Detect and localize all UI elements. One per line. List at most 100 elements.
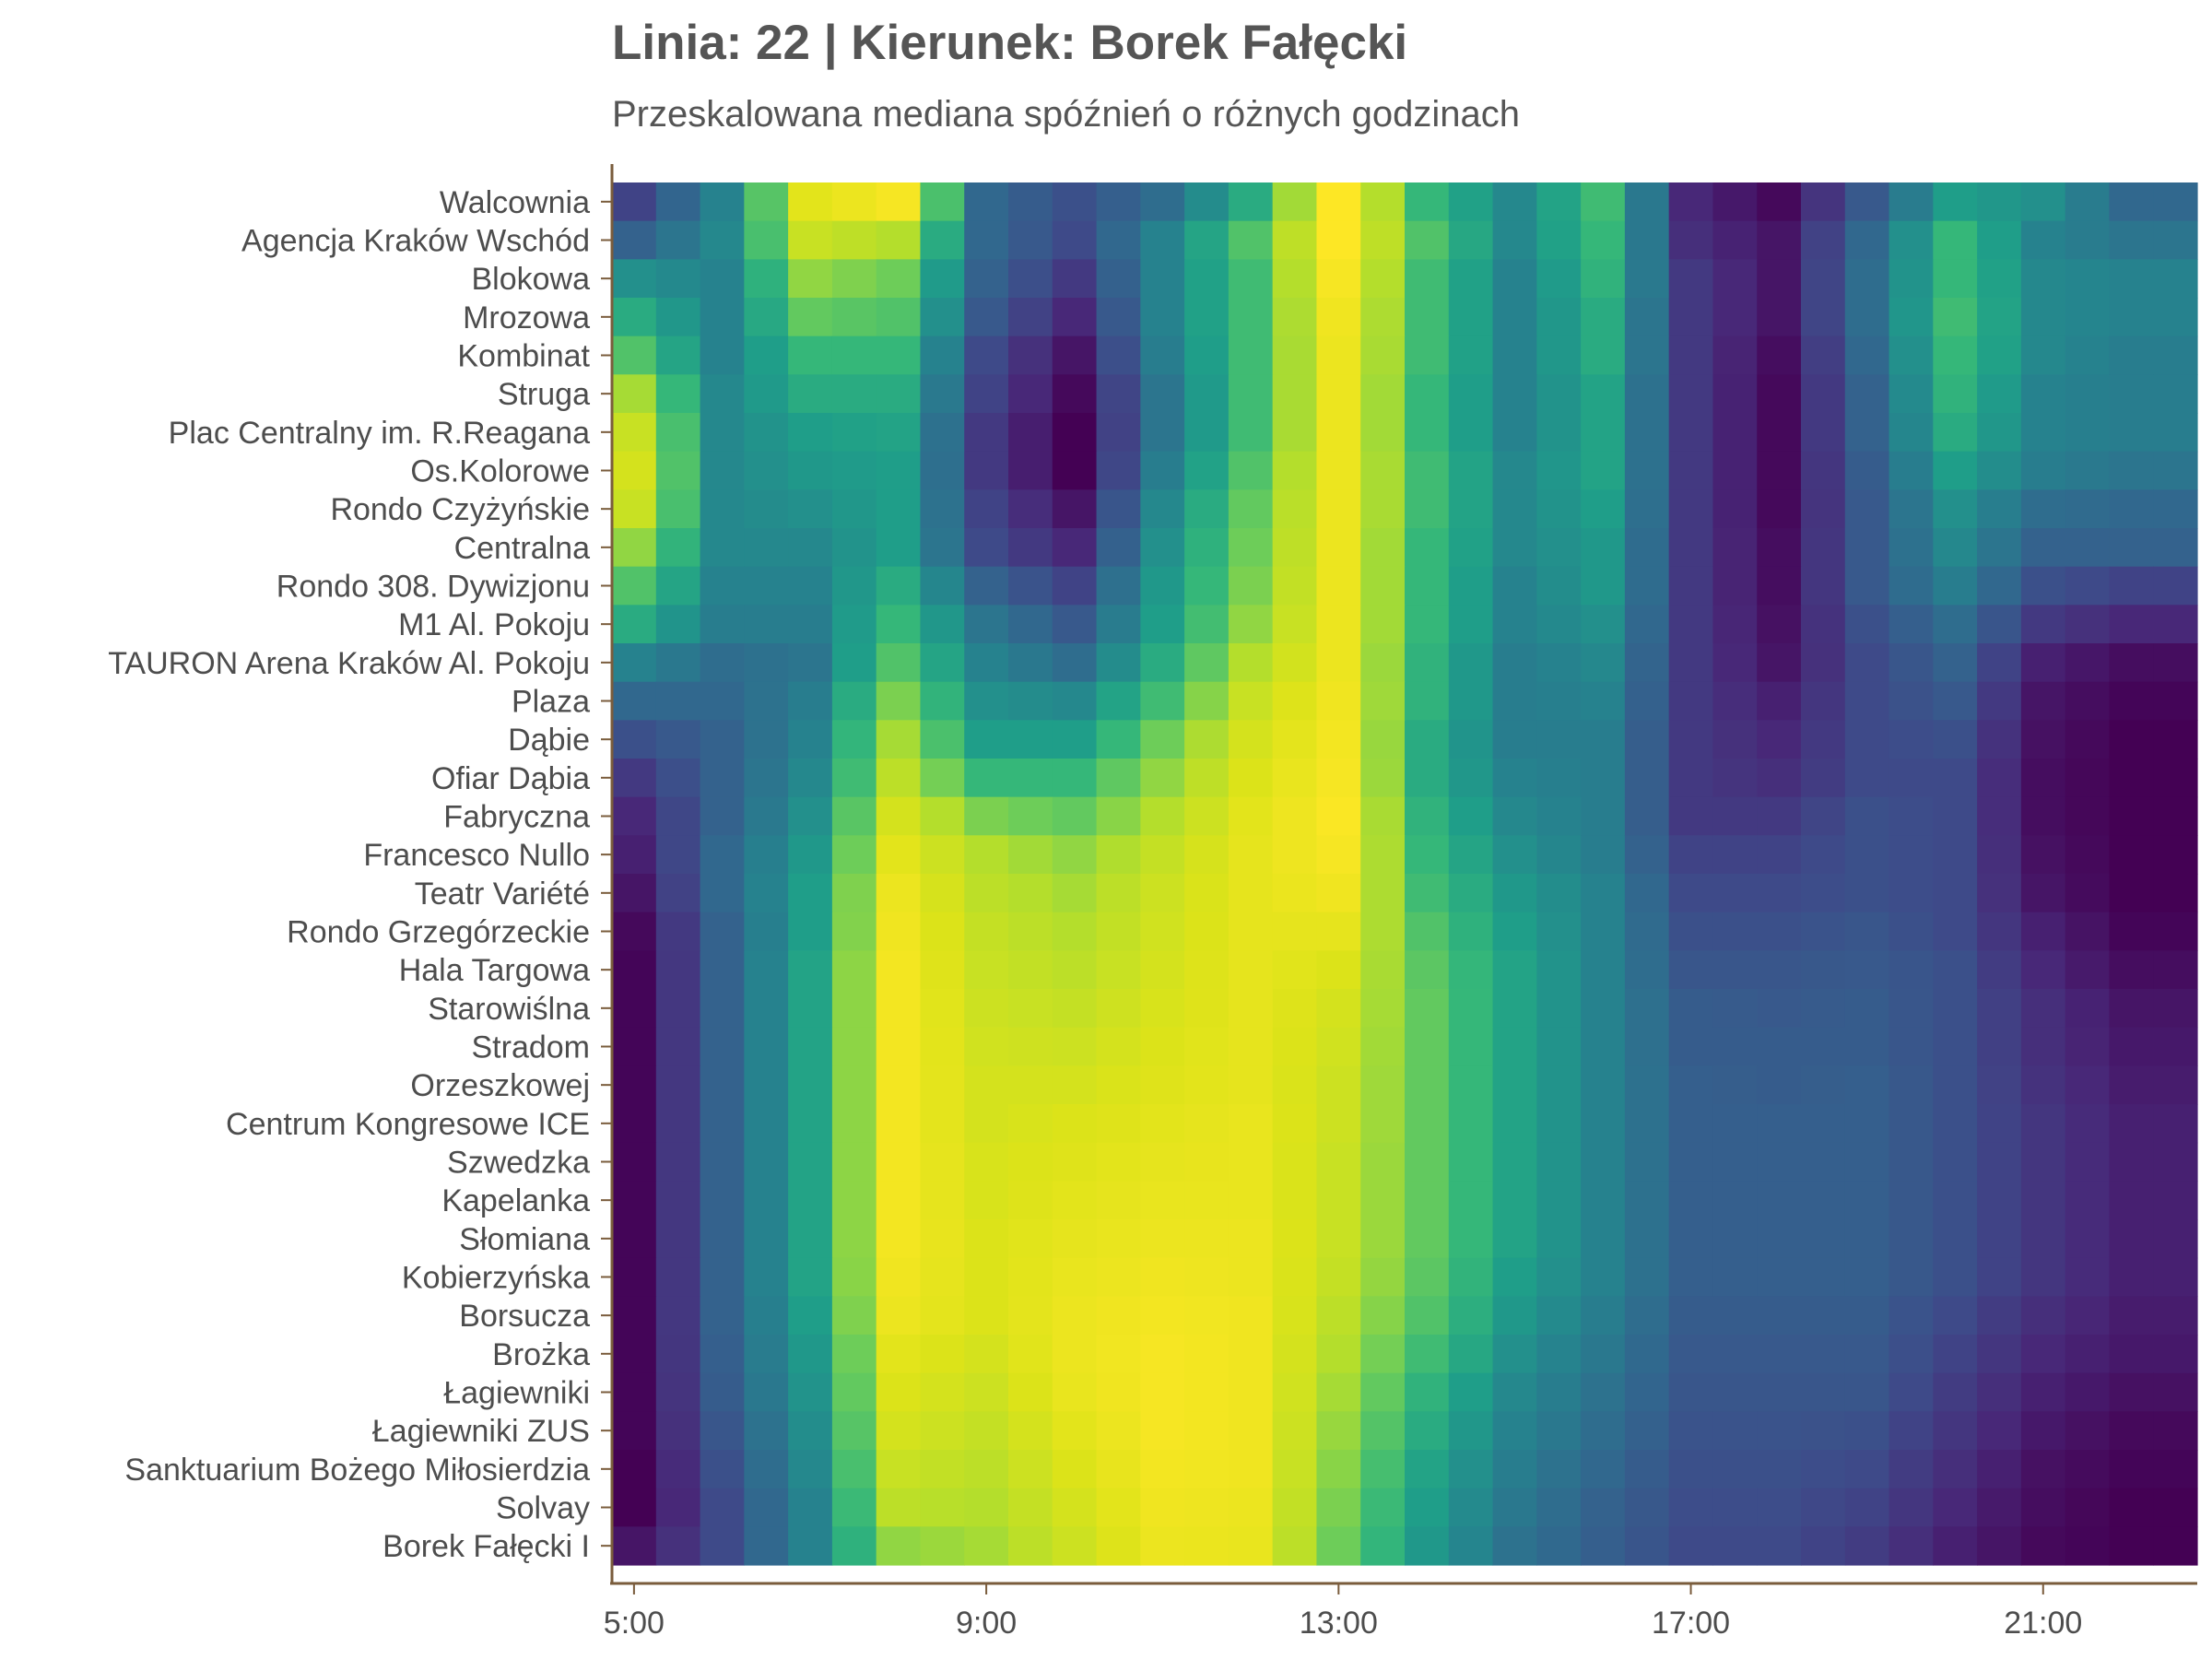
heatmap-cell [612,374,657,414]
heatmap-cell [1140,451,1185,490]
heatmap-cell [1801,950,1846,990]
heatmap-cell [744,566,789,606]
heatmap-cell [1228,182,1274,222]
heatmap-cell [1052,643,1098,683]
heatmap-cell [1801,1411,1846,1451]
heatmap-cell [1316,1104,1361,1144]
heatmap-cell [1536,1257,1582,1297]
heatmap-cell [1492,605,1537,644]
heatmap-cell [1888,1450,1934,1489]
heatmap-cell [964,374,1009,414]
heatmap-cell [1844,1411,1890,1451]
heatmap-cell [1888,374,1934,414]
heatmap-cell [1140,643,1185,683]
heatmap-cell [2065,643,2111,683]
heatmap-cell [1228,220,1274,260]
heatmap-cell [788,1104,833,1144]
heatmap-cell [1052,220,1098,260]
heatmap-cell [612,220,657,260]
heatmap-cell [1228,989,1274,1029]
heatmap-cell [2153,489,2198,529]
heatmap-cell [2065,182,2111,222]
heatmap-cell [1844,182,1890,222]
heatmap-cell [1888,489,1934,529]
heatmap-cell [831,1104,877,1144]
heatmap-cell [1712,1181,1758,1220]
heatmap-cell [1448,1335,1494,1374]
heatmap-cell [1757,1488,1802,1527]
heatmap-cell [964,1027,1009,1066]
heatmap-cell [1184,643,1230,683]
heatmap-cell [1712,451,1758,490]
heatmap-cell [1536,720,1582,759]
heatmap-cell [964,720,1009,759]
heatmap-cell [831,1181,877,1220]
heatmap-cell [1492,1181,1537,1220]
heatmap-cell [1052,528,1098,568]
heatmap-cell [1757,874,1802,913]
heatmap-cell [964,1296,1009,1335]
heatmap-cell [876,528,922,568]
heatmap-cell [744,489,789,529]
heatmap-cell [1712,605,1758,644]
heatmap-cell [1712,1526,1758,1566]
heatmap-cell [1977,681,2022,721]
heatmap-cell [1316,835,1361,875]
heatmap-cell [831,720,877,759]
heatmap-cell [831,374,877,414]
heatmap-cell [1624,1372,1670,1412]
heatmap-cell [2020,335,2066,375]
heatmap-cell [1536,605,1582,644]
heatmap-cell [1140,950,1185,990]
heatmap-cell [1801,759,1846,798]
heatmap-cell [1272,989,1318,1029]
heatmap-cell [1888,912,1934,951]
heatmap-cell [1844,1526,1890,1566]
heatmap-cell [1096,681,1141,721]
heatmap-cell [655,1104,701,1144]
heatmap-cell [1712,374,1758,414]
heatmap-cell [1184,759,1230,798]
heatmap-cell [1405,989,1450,1029]
heatmap-cell [1448,220,1494,260]
heatmap-cell [1712,1257,1758,1297]
heatmap-cell [1360,182,1406,222]
heatmap-cell [1184,912,1230,951]
heatmap-cell [1801,374,1846,414]
heatmap-cell [1360,1335,1406,1374]
heatmap-cell [1933,874,1978,913]
heatmap-cell [2020,1257,2066,1297]
heatmap-cell [1933,950,1978,990]
heatmap-cell [1757,1142,1802,1182]
heatmap-cell [1844,835,1890,875]
heatmap-cell [1757,681,1802,721]
heatmap-cell [1184,566,1230,606]
heatmap-cell [1624,1181,1670,1220]
heatmap-cell [920,1219,965,1259]
heatmap-cell [1140,912,1185,951]
heatmap-cell [1581,489,1626,529]
heatmap-cell [1272,1488,1318,1527]
heatmap-cell [2020,796,2066,836]
heatmap-cell [1933,220,1978,260]
heatmap-cell [1008,1142,1053,1182]
heatmap-cell [788,759,833,798]
heatmap-cell [876,1450,922,1489]
heatmap-cell [1712,989,1758,1029]
heatmap-cell [2109,182,2154,222]
heatmap-cell [831,1372,877,1412]
heatmap-cell [876,643,922,683]
heatmap-cell [1977,912,2022,951]
heatmap-cell [2153,720,2198,759]
heatmap-cell [1448,720,1494,759]
heatmap-cell [1272,1372,1318,1412]
heatmap-cell [1228,259,1274,299]
heatmap-cell [1228,1411,1274,1451]
heatmap-cell [964,874,1009,913]
heatmap-cell [1096,720,1141,759]
heatmap-cell [2153,1104,2198,1144]
heatmap-cell [1492,451,1537,490]
heatmap-cell [1581,220,1626,260]
heatmap-cell [1448,259,1494,299]
